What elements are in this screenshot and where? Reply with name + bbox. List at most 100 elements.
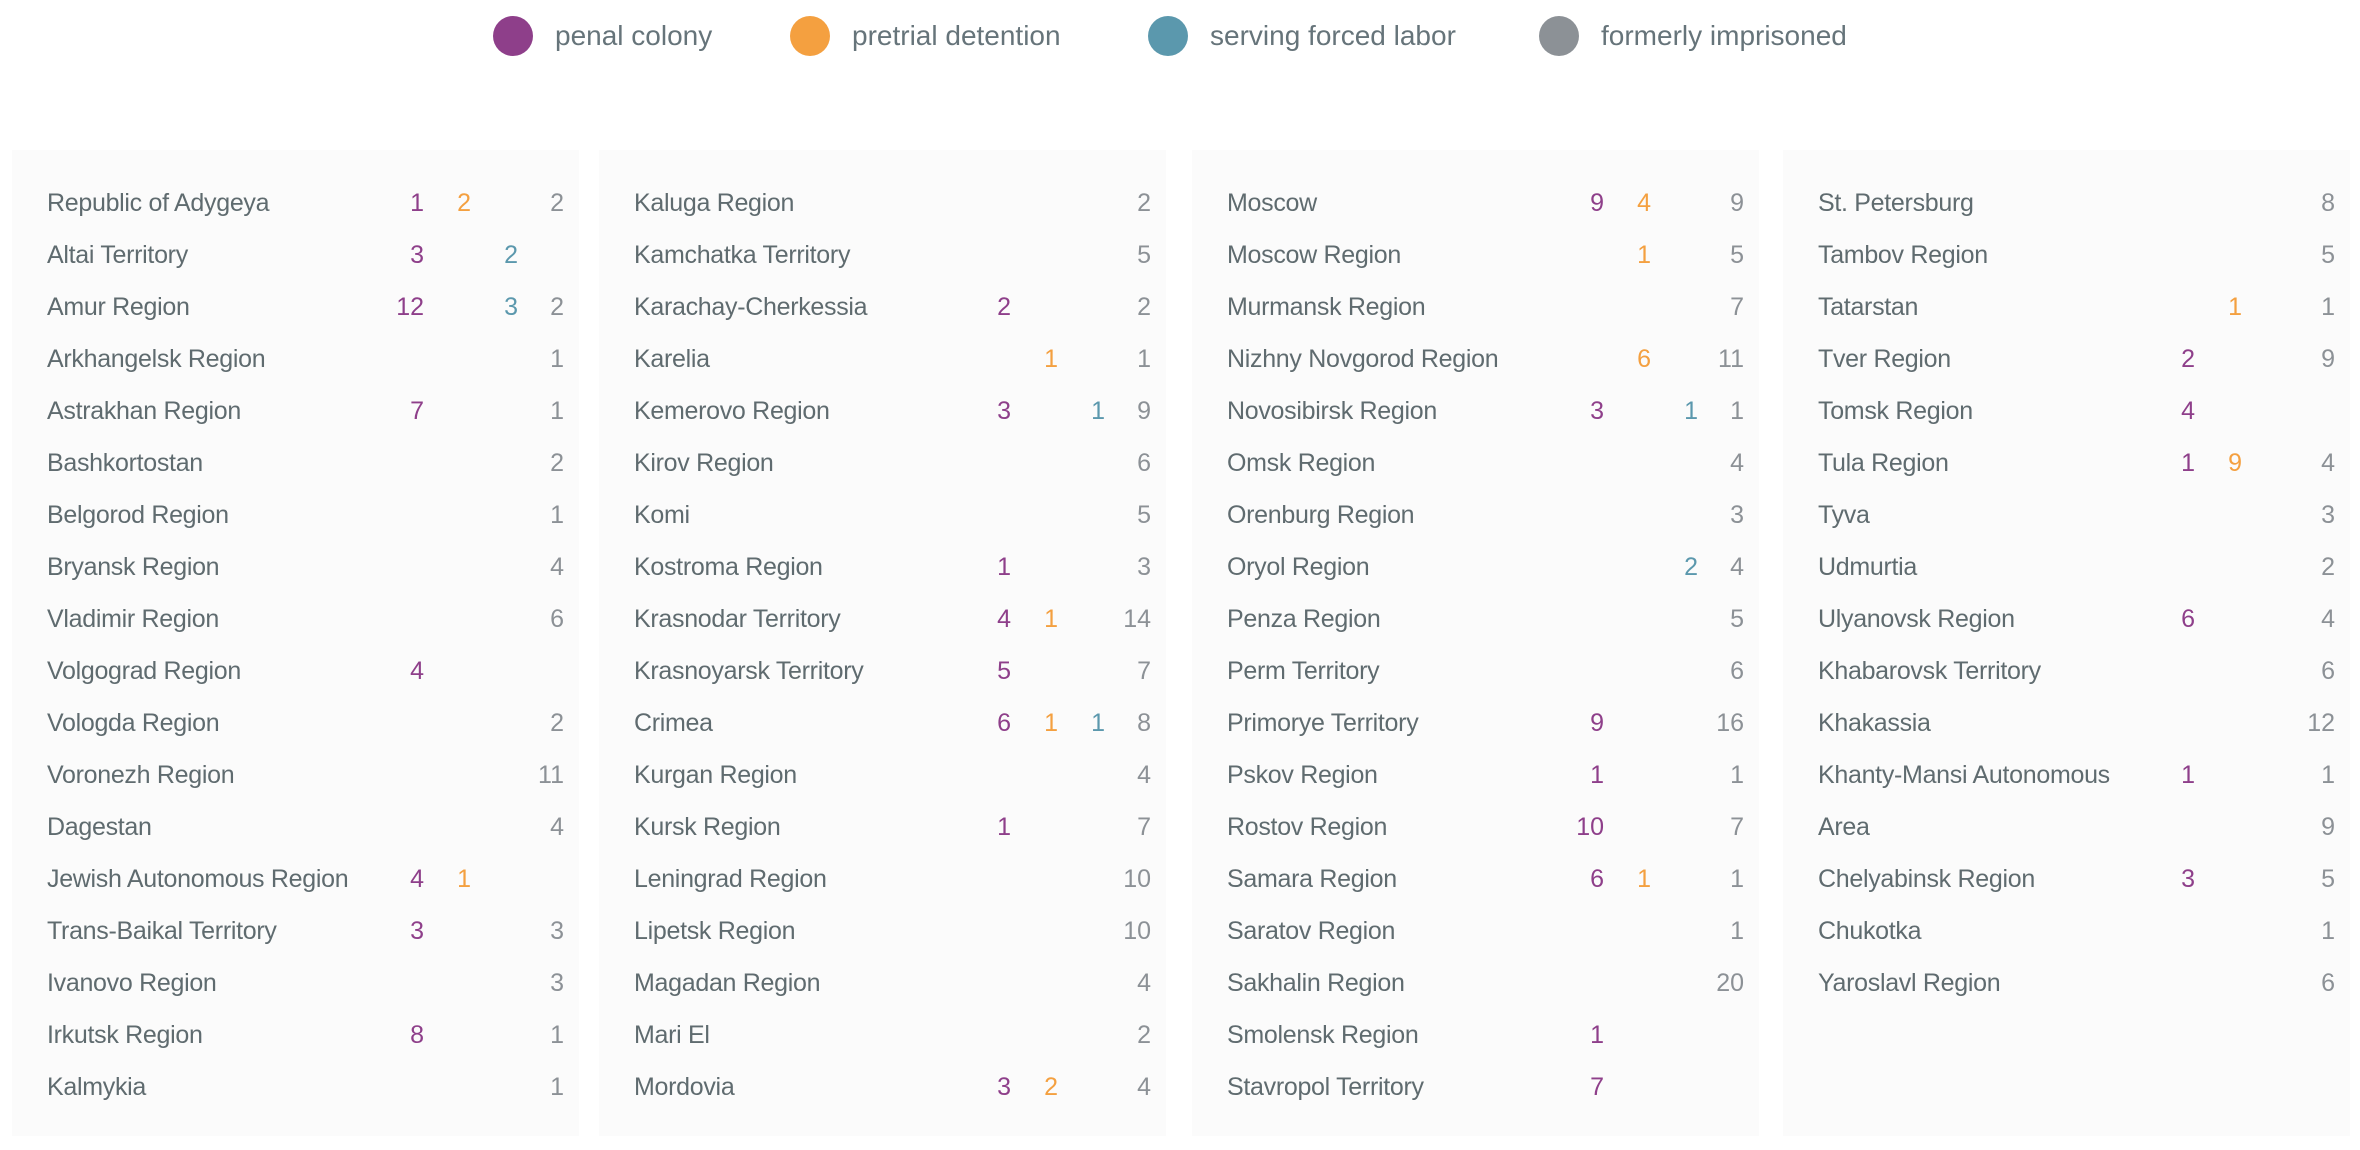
legend-label: serving forced labor: [1210, 20, 1456, 51]
count: 1: [2321, 293, 2335, 321]
region-name: Lipetsk Region: [634, 917, 796, 945]
region-name: Tambov Region: [1818, 241, 1988, 269]
count: 3: [410, 241, 424, 269]
legend-dot: [790, 16, 830, 56]
region-column: Kaluga Region 2 Kamchatka Territory 5 Karach…: [599, 150, 1166, 1136]
count: 5: [2321, 241, 2335, 269]
count: 9: [1137, 397, 1151, 425]
count: 1: [550, 1073, 564, 1101]
region-name: Novosibirsk Region: [1227, 397, 1437, 425]
count: 2: [2181, 345, 2195, 373]
region-name: Orenburg Region: [1227, 501, 1415, 529]
count: 4: [1137, 1073, 1151, 1101]
region-name: Murmansk Region: [1227, 293, 1426, 321]
count: 1: [1730, 865, 1744, 893]
count: 4: [1137, 761, 1151, 789]
count: 12: [2307, 709, 2335, 737]
region-name: Chelyabinsk Region: [1818, 865, 2035, 893]
region-name: Khanty-Mansi Autonomous: [1818, 761, 2110, 789]
region-name: Irkutsk Region: [47, 1021, 203, 1049]
region-name: Leningrad Region: [634, 865, 827, 893]
region-name: Rostov Region: [1227, 813, 1388, 841]
region-name: Dagestan: [47, 813, 152, 841]
count: 4: [997, 605, 1011, 633]
count: 3: [997, 397, 1011, 425]
region-name: Udmurtia: [1818, 553, 1918, 581]
count: 6: [2321, 969, 2335, 997]
count: 1: [550, 397, 564, 425]
count: 8: [410, 1021, 424, 1049]
legend-dot: [1148, 16, 1188, 56]
legend-item: formerly imprisoned: [1539, 14, 1847, 58]
count: 5: [1730, 605, 1744, 633]
legend-item: serving forced labor: [1148, 14, 1456, 58]
count: 5: [1137, 501, 1151, 529]
count: 1: [1730, 917, 1744, 945]
count: 10: [1123, 917, 1151, 945]
legend-dot: [1539, 16, 1579, 56]
region-name: Primorye Territory: [1227, 709, 1419, 737]
count: 1: [1637, 241, 1651, 269]
region-name: St. Petersburg: [1818, 189, 1974, 217]
region-column: Republic of Adygeya 1 2 2 Altai Territory 3 2 A…: [12, 150, 579, 1136]
count: 3: [504, 293, 518, 321]
count: 1: [1091, 397, 1105, 425]
count: 9: [1590, 709, 1604, 737]
count: 8: [2321, 189, 2335, 217]
region-name: Moscow Region: [1227, 241, 1401, 269]
region-name: Komi: [634, 501, 690, 529]
legend-dot: [493, 16, 533, 56]
region-name: Kaluga Region: [634, 189, 795, 217]
count: 3: [997, 1073, 1011, 1101]
count: 9: [2321, 345, 2335, 373]
count: 6: [550, 605, 564, 633]
count: 11: [1718, 345, 1744, 373]
count: 9: [2228, 449, 2242, 477]
count: 2: [550, 449, 564, 477]
count: 1: [1590, 761, 1604, 789]
count: 3: [2181, 865, 2195, 893]
count: 6: [997, 709, 1011, 737]
region-name: Khakassia: [1818, 709, 1931, 737]
count: 1: [1730, 397, 1744, 425]
count: 6: [1637, 345, 1651, 373]
count: 6: [2181, 605, 2195, 633]
region-name: Trans-Baikal Territory: [47, 917, 277, 945]
region-name: Astrakhan Region: [47, 397, 241, 425]
legend-label: formerly imprisoned: [1601, 20, 1847, 51]
count: 6: [1137, 449, 1151, 477]
count: 3: [1730, 501, 1744, 529]
count: 6: [1730, 657, 1744, 685]
count: 4: [410, 657, 424, 685]
count: 2: [1137, 1021, 1151, 1049]
count: 6: [2321, 657, 2335, 685]
count: 3: [1137, 553, 1151, 581]
region-name: Volgograd Region: [47, 657, 241, 685]
count: 5: [1137, 241, 1151, 269]
region-name: Area: [1818, 813, 1870, 841]
region-name: Mari El: [634, 1021, 710, 1049]
region-name: Sakhalin Region: [1227, 969, 1405, 997]
region-name: Krasnoyarsk Territory: [634, 657, 864, 685]
region-name: Republic of Adygeya: [47, 189, 270, 217]
count: 5: [997, 657, 1011, 685]
region-name: Kemerovo Region: [634, 397, 830, 425]
region-column: St. Petersburg 8 Tambov Region 5 Tatarstan 1 1…: [1783, 150, 2350, 1136]
count: 7: [1590, 1073, 1604, 1101]
count: 1: [1637, 865, 1651, 893]
count: 1: [997, 813, 1011, 841]
count: 7: [1137, 657, 1151, 685]
region-name: Tver Region: [1818, 345, 1951, 373]
region-name: Khabarovsk Territory: [1818, 657, 2041, 685]
count: 4: [1730, 449, 1744, 477]
count: 3: [2321, 501, 2335, 529]
region-name: Tula Region: [1818, 449, 1949, 477]
count: 9: [1590, 189, 1604, 217]
region-name: Karachay-Cherkessia: [634, 293, 868, 321]
region-name: Vologda Region: [47, 709, 220, 737]
count: 9: [2321, 813, 2335, 841]
count: 5: [1730, 241, 1744, 269]
count: 6: [1590, 865, 1604, 893]
count: 1: [2228, 293, 2242, 321]
